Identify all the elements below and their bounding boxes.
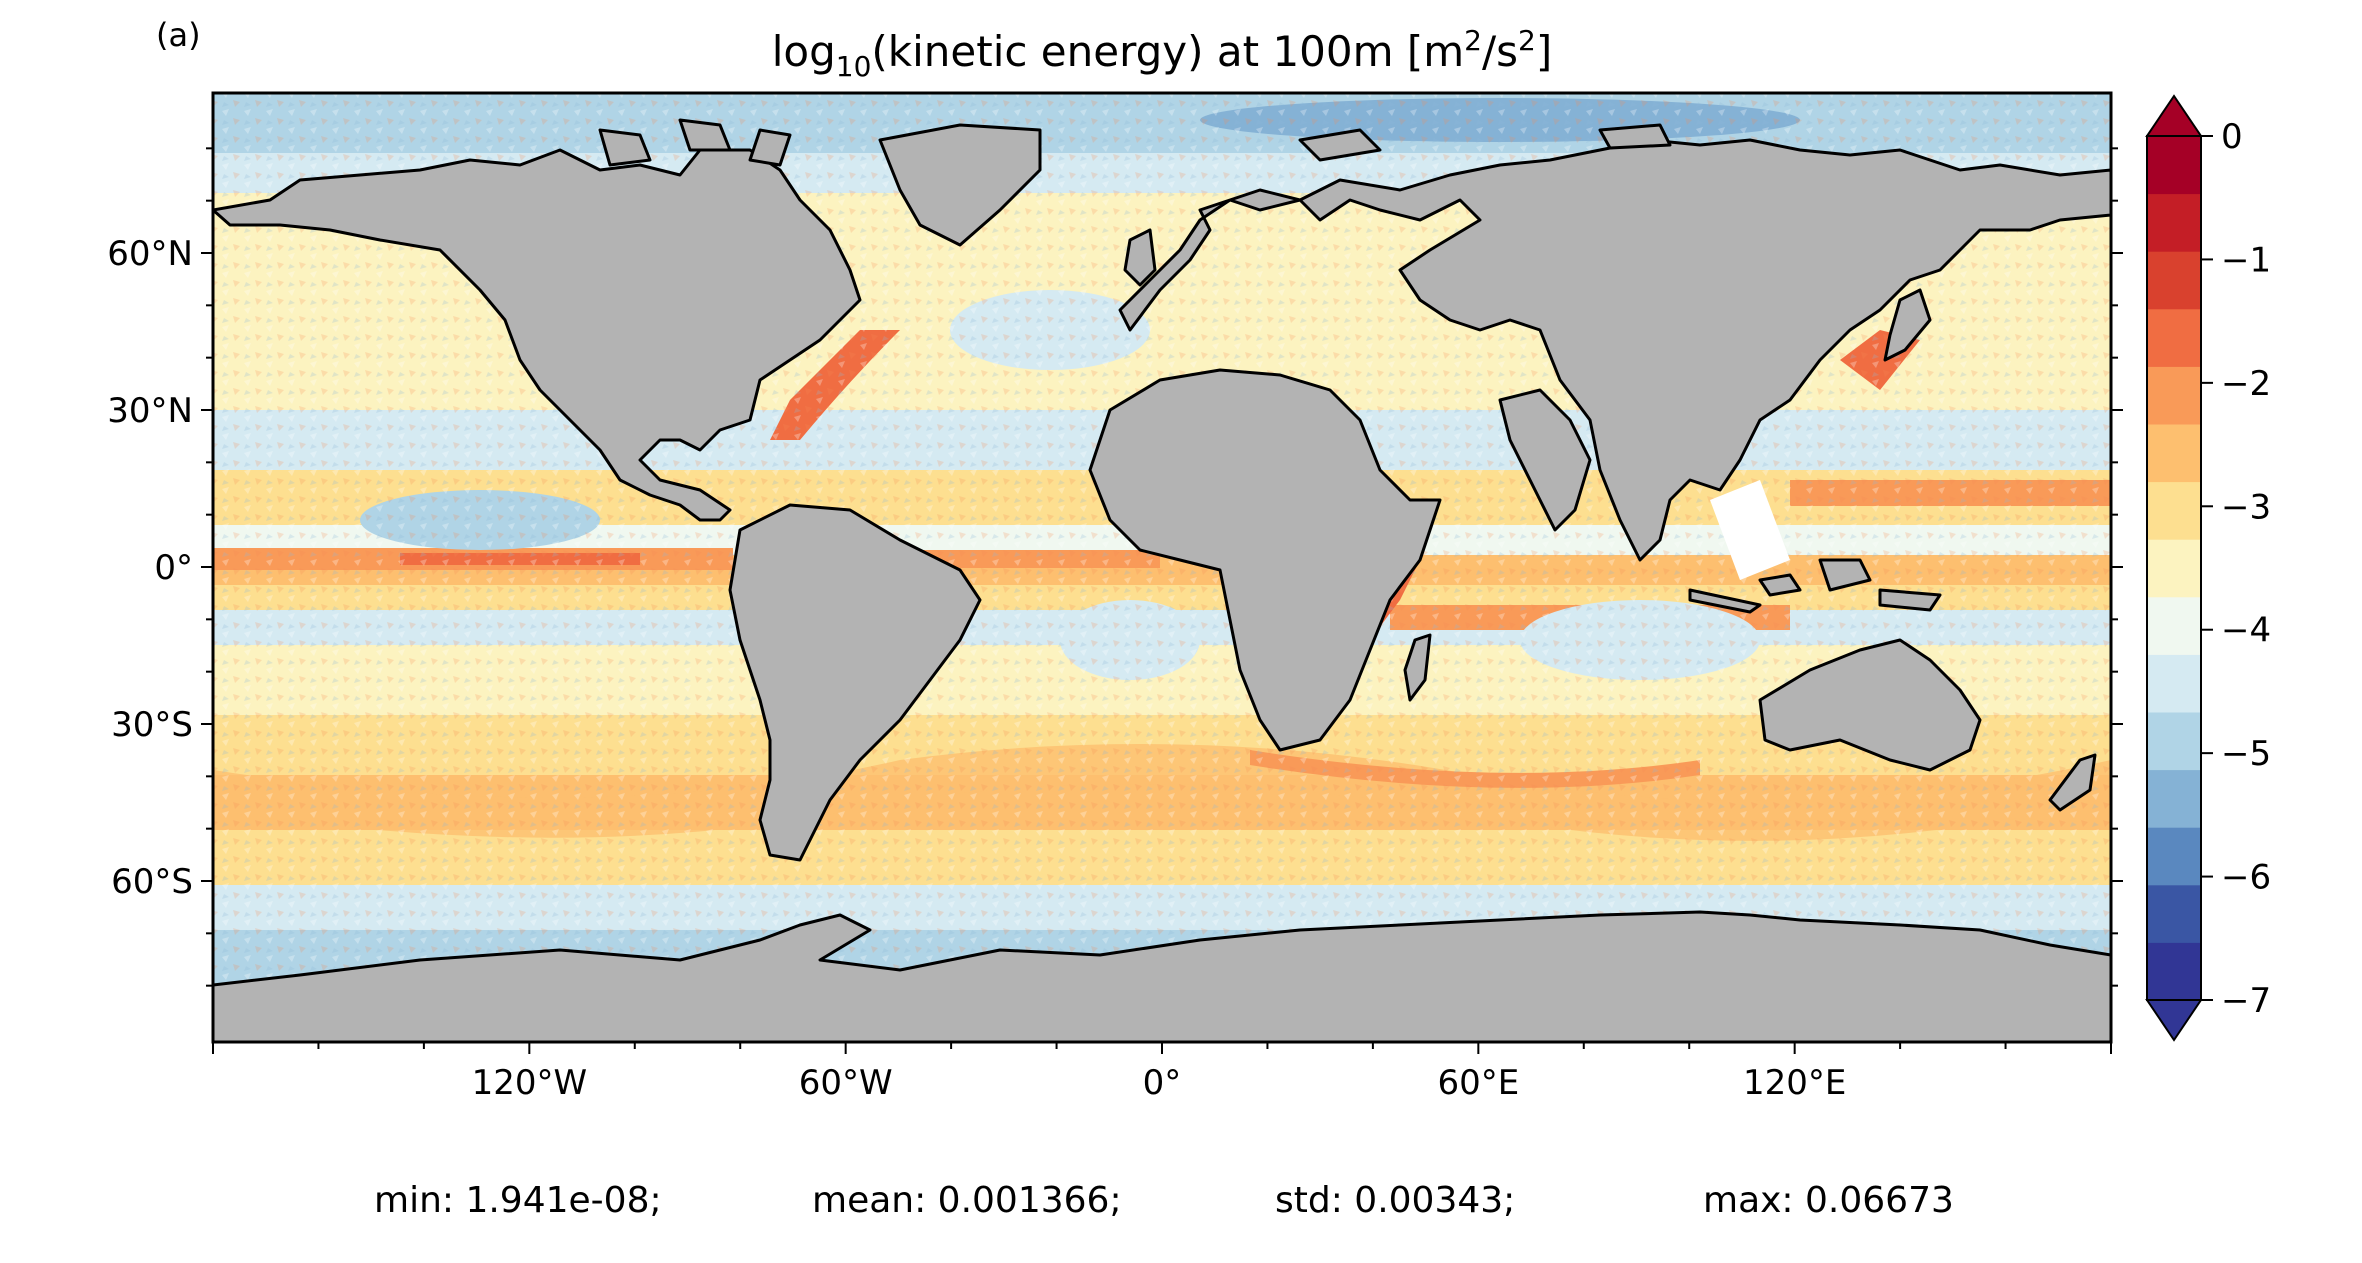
title-superscript-2: 2: [1518, 24, 1536, 57]
colorbar-level: [2147, 539, 2201, 598]
colorbar-level: [2147, 596, 2201, 655]
colorbar-tick-label: −5: [2221, 734, 2271, 774]
greenland: [878, 123, 1042, 247]
north-america: [213, 148, 862, 522]
colorbar-level: [2147, 712, 2201, 771]
lat-tick-label: 0°: [154, 548, 193, 588]
title-subscript: 10: [836, 50, 872, 83]
stat-std: std: 0.00343;: [1275, 1180, 1516, 1221]
colorbar-level: [2147, 942, 2201, 1001]
longitude-ticks: 120°W 60°W 0° 60°E 120°E: [212, 1042, 2112, 1103]
lon-tick-label: 60°W: [799, 1063, 893, 1103]
lon-tick-label: 120°E: [1743, 1063, 1846, 1103]
colorbar-level: [2147, 827, 2201, 886]
colorbar-tick-label: −1: [2221, 240, 2271, 280]
map-panel: [213, 93, 2111, 1042]
british-isles: [1123, 228, 1157, 287]
lon-tick-label: 0°: [1143, 1063, 1182, 1103]
colorbar-level: [2147, 193, 2201, 252]
map-title: log10(kinetic energy) at 100m [m2/s2]: [772, 24, 1553, 83]
indonesia-islands: [1688, 558, 1942, 614]
stat-mean: mean: 0.001366;: [812, 1180, 1122, 1221]
colorbar-tick-label: −7: [2221, 981, 2271, 1021]
colorbar-level: [2147, 884, 2201, 943]
colorbar-level: [2147, 424, 2201, 483]
arctic-islands: [598, 118, 1672, 167]
latitude-ticks: 60°N 30°N 0° 30°S 60°S: [107, 147, 2123, 987]
colorbar-level: [2147, 769, 2201, 828]
colorbar-tick-label: −4: [2221, 611, 2271, 651]
madagascar: [1403, 633, 1432, 702]
india: [1498, 388, 1592, 532]
japan: [1883, 288, 1932, 362]
title-middle: /s: [1482, 27, 1518, 76]
title-prefix: log: [772, 27, 836, 76]
colorbar-extend-min: [2145, 999, 2203, 1042]
colorbar-extend-max: [2145, 94, 2203, 137]
colorbar-tick-label: −3: [2221, 487, 2271, 527]
colorbar-level: [2147, 136, 2201, 195]
lat-tick-label: 60°S: [111, 862, 193, 902]
stat-max: max: 0.06673: [1703, 1180, 1954, 1221]
africa: [1088, 368, 1442, 752]
colorbar-level: [2147, 251, 2201, 310]
colorbar-level: [2147, 481, 2201, 540]
lat-tick-label: 60°N: [107, 234, 193, 274]
antarctica: [213, 910, 2111, 1042]
colorbar-level: [2147, 366, 2201, 425]
colorbar-frame: [2146, 135, 2202, 1001]
land-masses: [213, 118, 2111, 1042]
title-main: (kinetic energy) at 100m [m: [871, 27, 1464, 76]
eurasia: [1118, 138, 2111, 562]
lon-tick-label: 60°E: [1437, 1063, 1519, 1103]
colorbar-tick-label: −2: [2221, 364, 2271, 404]
colorbar: 0 −1 −2 −3 −4 −5 −6 −7: [2145, 94, 2271, 1042]
new-zealand: [2048, 753, 2097, 812]
south-america: [728, 503, 982, 862]
colorbar-level: [2147, 308, 2201, 367]
lat-tick-label: 30°S: [111, 705, 193, 745]
title-superscript: 2: [1464, 24, 1482, 57]
australia: [1758, 638, 1982, 772]
lat-tick-label: 30°N: [107, 391, 193, 431]
title-end: ]: [1536, 27, 1552, 76]
colorbar-tick-label: 0: [2221, 117, 2243, 157]
lon-tick-label: 120°W: [472, 1063, 588, 1103]
colorbar-level: [2147, 654, 2201, 713]
stat-min: min: 1.941e-08;: [374, 1180, 662, 1221]
statistics-line: min: 1.941e-08; mean: 0.001366; std: 0.0…: [0, 1180, 2362, 1240]
panel-label: (a): [156, 16, 201, 54]
colorbar-tick-label: −6: [2221, 858, 2271, 898]
